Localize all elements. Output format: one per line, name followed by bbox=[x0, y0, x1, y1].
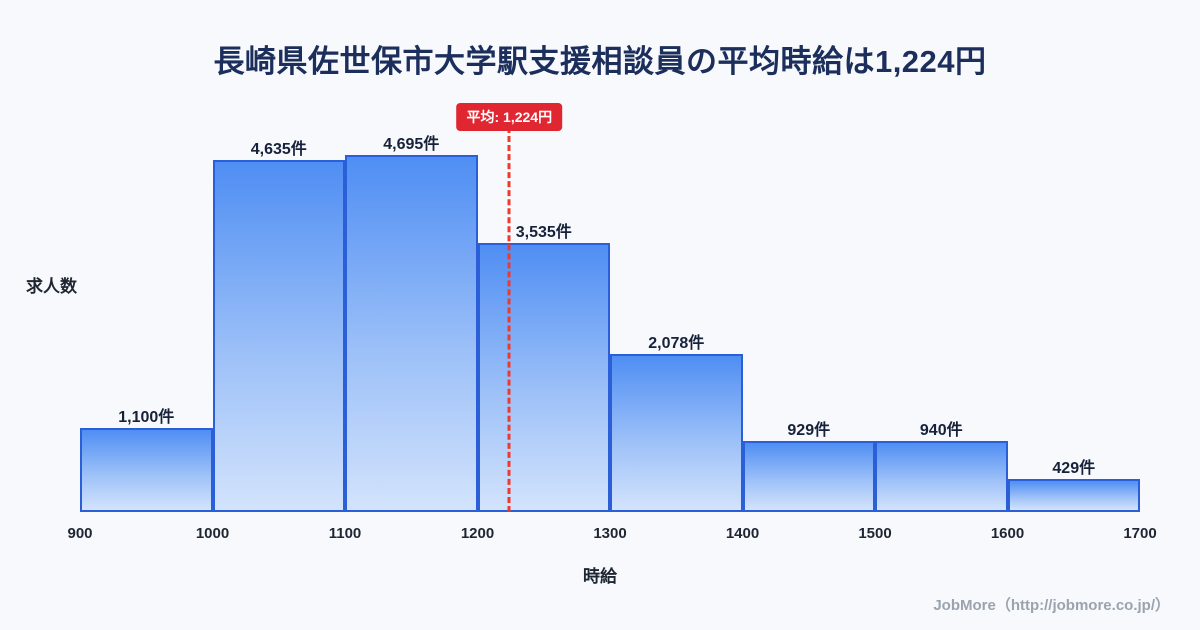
bar-value-label: 4,695件 bbox=[383, 136, 440, 154]
average-line bbox=[507, 127, 511, 512]
x-axis-label: 時給 bbox=[583, 567, 617, 586]
histogram-bar: 940件 bbox=[875, 422, 1008, 512]
bar-value-label: 940件 bbox=[919, 421, 963, 439]
bar-value-label: 2,078件 bbox=[648, 335, 705, 353]
histogram-bar: 429件 bbox=[1007, 460, 1140, 512]
x-axis-tick: 1600 bbox=[990, 525, 1025, 542]
histogram-bar: 4,635件 bbox=[212, 141, 345, 512]
bar-value-label: 3,535件 bbox=[515, 224, 572, 242]
bar-value-label: 429件 bbox=[1052, 460, 1096, 478]
x-axis-tick: 1500 bbox=[858, 525, 892, 542]
x-axis-tick: 1100 bbox=[328, 525, 362, 542]
histogram-bar: 929件 bbox=[742, 422, 875, 512]
credit-text: JobMore（http://jobmore.co.jp/） bbox=[933, 597, 1170, 614]
x-axis-tick: 1200 bbox=[460, 525, 495, 542]
x-axis-tick: 1400 bbox=[725, 525, 760, 542]
bar-value-label: 929件 bbox=[787, 422, 831, 440]
histogram-bar: 3,535件 bbox=[477, 224, 610, 512]
histogram-plot: 1,100件 4,635件 4,695件 3,535件 2,078件 929件 940件 42… bbox=[67, 132, 1156, 542]
bar-value-label: 4,635件 bbox=[250, 140, 307, 158]
histogram-bar: 4,695件 bbox=[345, 136, 478, 512]
y-axis-label: 求人数 bbox=[26, 277, 77, 296]
histogram-bar: 1,100件 bbox=[80, 409, 213, 512]
average-badge: 平均: 1,224円 bbox=[456, 103, 563, 131]
x-axis-tick: 900 bbox=[67, 525, 93, 542]
x-axis-tick: 1700 bbox=[1123, 525, 1157, 542]
chart-title: 長崎県佐世保市大学駅支援相談員の平均時給は1,224円 bbox=[213, 44, 987, 79]
x-axis-tick: 1300 bbox=[593, 525, 627, 542]
histogram-bar: 2,078件 bbox=[610, 335, 743, 512]
bar-value-label: 1,100件 bbox=[118, 409, 175, 427]
x-axis-tick: 1000 bbox=[195, 525, 230, 542]
